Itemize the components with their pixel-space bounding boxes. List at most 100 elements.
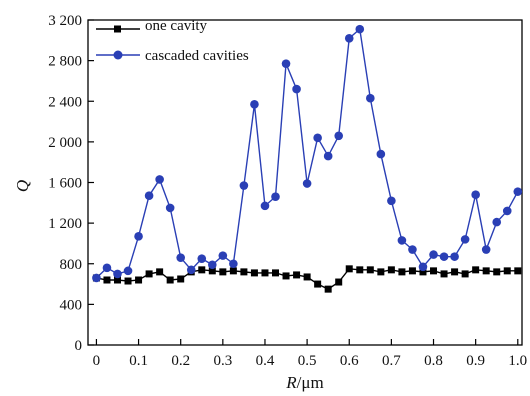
data-point-cascaded-cavities <box>492 217 502 227</box>
x-tick-label: 0.9 <box>466 353 485 369</box>
y-tick-label: 3 200 <box>48 13 82 29</box>
x-tick-label: 0.3 <box>213 353 232 369</box>
data-point-one-cavity <box>493 268 501 276</box>
legend-marker-one-cavity <box>114 25 121 33</box>
x-axis-title: R/μm <box>285 373 323 392</box>
data-point-cascaded-cavities <box>418 262 428 272</box>
data-point-one-cavity <box>345 265 353 273</box>
x-tick-label: 0.4 <box>256 353 275 369</box>
x-tick-label: 0.7 <box>382 353 401 369</box>
data-point-cascaded-cavities <box>176 253 185 262</box>
y-tick-label: 2 000 <box>48 135 82 151</box>
data-point-cascaded-cavities <box>439 252 449 261</box>
x-tick-label: 0.5 <box>298 353 317 369</box>
legend-label-cascaded: cascaded cavities <box>145 48 249 64</box>
y-axis-title: Q <box>13 180 32 192</box>
data-point-cascaded-cavities <box>376 149 386 159</box>
y-tick-label: 800 <box>60 257 83 273</box>
data-point-cascaded-cavities <box>408 245 417 254</box>
data-point-one-cavity <box>198 266 206 274</box>
data-point-cascaded-cavities <box>366 93 375 103</box>
data-point-cascaded-cavities <box>334 131 344 141</box>
x-axis-title-unit: /μm <box>297 373 324 392</box>
data-point-cascaded-cavities <box>344 33 354 43</box>
data-point-cascaded-cavities <box>260 201 270 211</box>
data-point-one-cavity <box>208 267 216 275</box>
data-point-cascaded-cavities <box>239 181 249 190</box>
data-point-one-cavity <box>145 270 153 278</box>
data-point-cascaded-cavities <box>302 179 312 188</box>
x-tick-label: 1.0 <box>508 353 527 369</box>
legend-marker-cascaded <box>113 50 123 60</box>
y-tick-label: 2 400 <box>48 94 82 110</box>
data-point-cascaded-cavities <box>123 266 133 276</box>
data-point-one-cavity <box>229 267 237 275</box>
data-point-one-cavity <box>387 266 395 274</box>
y-tick-label: 2 800 <box>48 54 82 70</box>
data-point-cascaded-cavities <box>281 59 291 68</box>
axis-ticks <box>88 19 519 346</box>
data-point-cascaded-cavities <box>355 24 365 34</box>
data-point-cascaded-cavities <box>92 273 101 283</box>
data-point-cascaded-cavities <box>292 84 301 94</box>
data-point-cascaded-cavities <box>397 236 407 245</box>
data-point-cascaded-cavities <box>186 265 196 275</box>
data-point-one-cavity <box>472 266 480 274</box>
data-point-one-cavity <box>156 268 164 276</box>
data-point-cascaded-cavities <box>165 203 175 213</box>
data-point-one-cavity <box>113 276 121 284</box>
data-point-cascaded-cavities <box>113 269 122 279</box>
data-point-one-cavity <box>250 269 258 277</box>
data-point-cascaded-cavities <box>218 251 228 260</box>
data-point-one-cavity <box>451 268 459 276</box>
y-tick-label: 1 600 <box>48 176 82 192</box>
data-point-cascaded-cavities <box>102 263 112 273</box>
x-tick-label: 0.8 <box>424 353 443 369</box>
series-line-cascaded-cavities <box>95 27 519 279</box>
data-point-cascaded-cavities <box>502 206 512 216</box>
data-point-cascaded-cavities <box>471 190 480 199</box>
data-point-cascaded-cavities <box>208 260 217 270</box>
x-axis-title-var: R <box>285 373 297 392</box>
data-point-cascaded-cavities <box>429 250 438 259</box>
data-point-cascaded-cavities <box>155 175 164 184</box>
data-point-one-cavity <box>461 270 469 278</box>
data-point-one-cavity <box>377 268 385 276</box>
data-point-cascaded-cavities <box>271 192 280 202</box>
data-point-one-cavity <box>482 267 490 275</box>
data-point-cascaded-cavities <box>513 187 523 196</box>
x-tick-label: 0.1 <box>129 353 148 369</box>
legend: one cavity cascaded cavities <box>96 18 249 64</box>
data-point-cascaded-cavities <box>450 252 459 261</box>
data-point-cascaded-cavities <box>134 232 143 241</box>
data-point-one-cavity <box>219 268 227 276</box>
data-point-one-cavity <box>303 273 311 281</box>
data-point-one-cavity <box>135 276 143 284</box>
data-point-one-cavity <box>293 271 301 279</box>
data-point-one-cavity <box>356 266 364 274</box>
data-point-one-cavity <box>103 276 111 284</box>
data-point-one-cavity <box>177 275 185 283</box>
y-tick-label: 0 <box>75 338 83 354</box>
data-point-one-cavity <box>335 278 343 286</box>
legend-label-one-cavity: one cavity <box>145 18 208 34</box>
data-point-one-cavity <box>240 268 248 276</box>
data-point-one-cavity <box>503 267 511 275</box>
data-point-one-cavity <box>398 268 406 276</box>
data-point-one-cavity <box>324 285 332 293</box>
data-point-cascaded-cavities <box>229 259 238 269</box>
data-point-one-cavity <box>419 268 427 276</box>
data-point-one-cavity <box>272 269 280 277</box>
x-tick-label: 0.2 <box>171 353 190 369</box>
data-point-one-cavity <box>261 269 269 277</box>
series-markers <box>92 24 523 293</box>
y-tick-label: 400 <box>60 297 83 313</box>
data-point-cascaded-cavities <box>313 133 322 143</box>
x-tick-label: 0.6 <box>340 353 359 369</box>
data-point-one-cavity <box>366 266 374 274</box>
data-point-one-cavity <box>166 276 174 284</box>
data-point-one-cavity <box>282 272 290 280</box>
data-point-cascaded-cavities <box>387 196 396 206</box>
data-point-cascaded-cavities <box>323 151 333 161</box>
